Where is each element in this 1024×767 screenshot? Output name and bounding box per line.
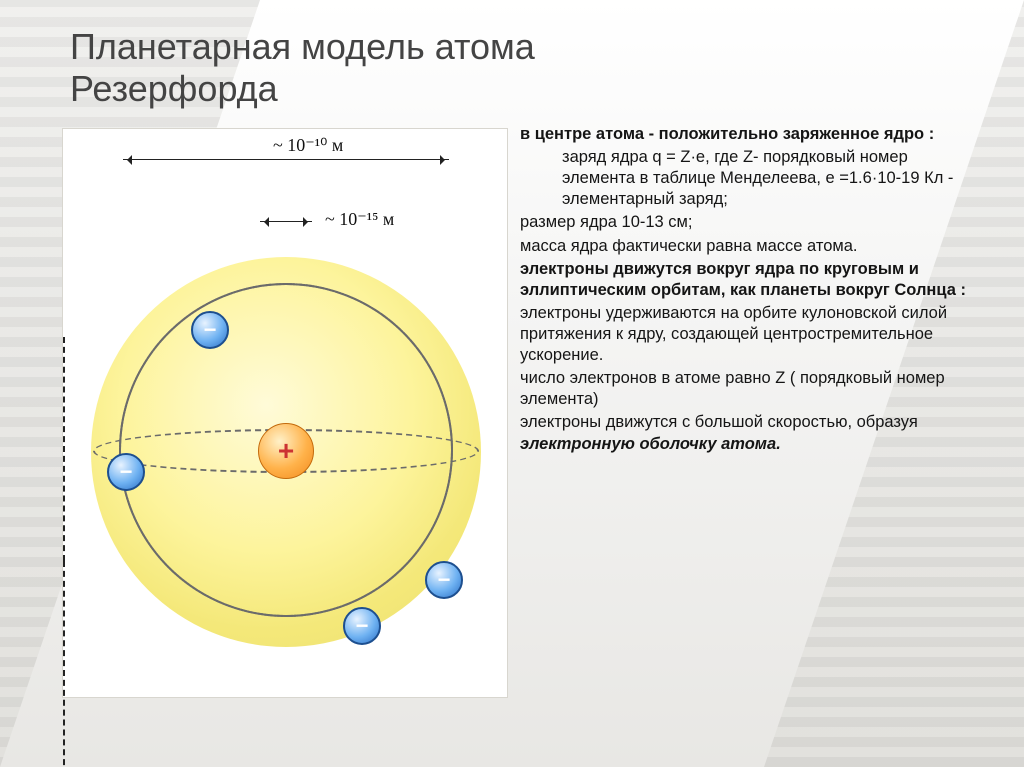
electron-1: − xyxy=(107,453,145,491)
slide: Планетарная модель атома Резерфорда ~ 10… xyxy=(0,0,1024,767)
description-text: в центре атома - положительно заряженное… xyxy=(520,124,972,457)
title-line-2: Резерфорда xyxy=(70,68,278,109)
title-line-1: Планетарная модель атома xyxy=(70,26,535,67)
nucleus-charge-symbol: + xyxy=(278,435,294,467)
electron-2: − xyxy=(191,311,229,349)
dim-atom-label: ~ 10⁻¹⁰ м xyxy=(273,135,343,156)
dim-atom-bar xyxy=(123,159,449,160)
dim-atom-right-tick xyxy=(63,233,64,337)
p2-bold: электроны движутся вокруг ядра по кругов… xyxy=(520,260,966,299)
dim-nucleus-bar xyxy=(260,221,312,222)
dim-nucleus-label: ~ 10⁻¹⁵ м xyxy=(325,209,394,230)
slide-title: Планетарная модель атома Резерфорда xyxy=(70,26,670,111)
p2d: электроны движутся с большой скоростью, … xyxy=(520,412,972,454)
dim-nucleus-right-tick xyxy=(63,561,65,767)
electron-4: − xyxy=(425,561,463,599)
p1-bold: в центре атома - положительно заряженное… xyxy=(520,125,934,143)
p1c: размер ядра 10-13 см; xyxy=(520,212,972,233)
atom-diagram: ~ 10⁻¹⁰ м ~ 10⁻¹⁵ м + − − − − xyxy=(62,128,508,698)
p1b: заряд ядра q = Z·e, где Z- порядковый но… xyxy=(520,147,972,210)
p2d-em: электронную оболочку атома. xyxy=(520,435,781,453)
p2d-plain: электроны движутся с большой скоростью, … xyxy=(520,413,918,431)
electron-3: − xyxy=(343,607,381,645)
p1d: масса ядра фактически равна массе атома. xyxy=(520,236,972,257)
p2c: число электронов в атоме равно Z ( поряд… xyxy=(520,368,972,410)
p2b: электроны удерживаются на орбите кулонов… xyxy=(520,303,972,366)
dim-nucleus-left-tick xyxy=(63,337,65,561)
content-area: ~ 10⁻¹⁰ м ~ 10⁻¹⁵ м + − − − − в центре атом… xyxy=(62,128,962,728)
dim-atom-left-tick xyxy=(63,129,64,233)
nucleus: + xyxy=(258,423,314,479)
